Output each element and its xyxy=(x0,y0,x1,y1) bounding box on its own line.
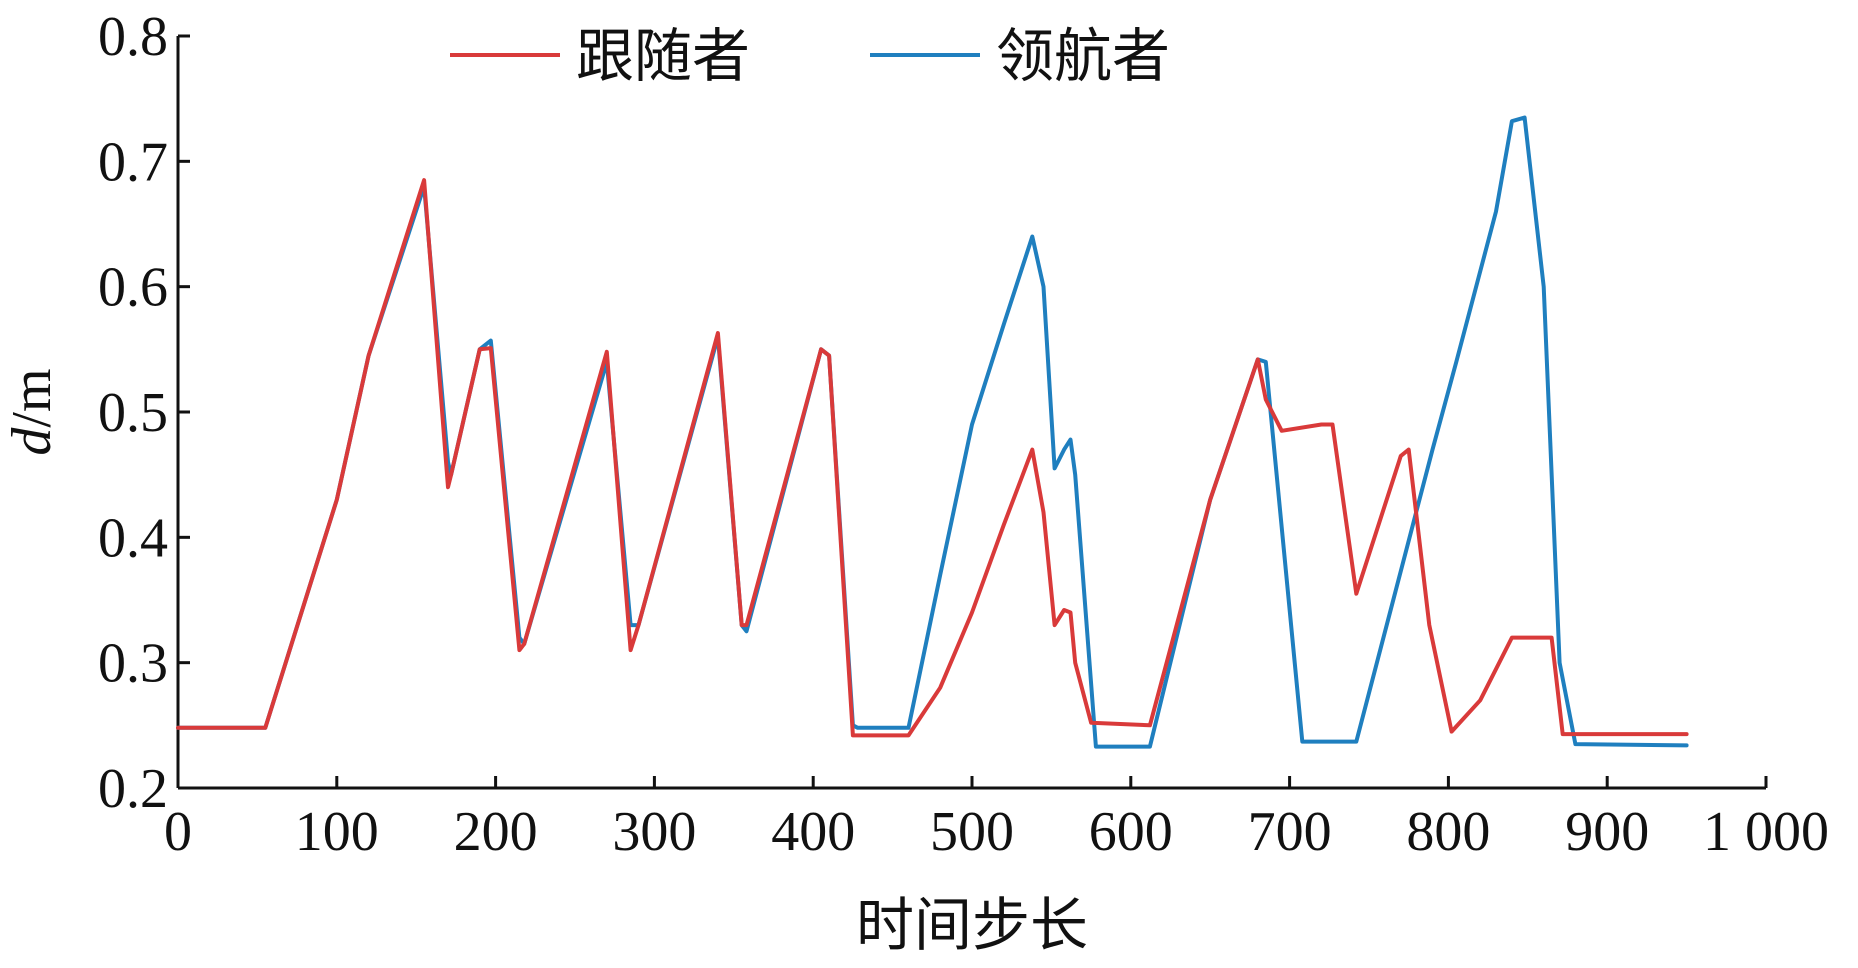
x-axis-ticks: 0 100 200 300 400 500 600 700 800 900 1 000 xyxy=(164,776,1829,863)
y-tick-label: 0.2 xyxy=(98,758,168,820)
y-tick-label: 0.8 xyxy=(98,6,168,68)
x-tick-label: 300 xyxy=(612,801,696,863)
axes: 0 100 200 300 400 500 600 700 800 900 1 000 0.2 0.3… xyxy=(98,6,1829,863)
x-axis-title: 时间步长 xyxy=(856,891,1088,959)
legend-label: 领航者 xyxy=(996,22,1170,90)
y-axis-unit: /m xyxy=(1,368,63,427)
x-tick-label: 200 xyxy=(454,801,538,863)
x-tick-label: 500 xyxy=(930,801,1014,863)
x-tick-label: 1 000 xyxy=(1703,801,1829,863)
y-tick-label: 0.7 xyxy=(98,131,168,193)
x-tick-label: 800 xyxy=(1406,801,1490,863)
x-tick-label: 400 xyxy=(771,801,855,863)
y-tick-label: 0.3 xyxy=(98,633,168,695)
series-layer xyxy=(176,115,1689,749)
x-tick-label: 600 xyxy=(1089,801,1173,863)
x-tick-label: 900 xyxy=(1565,801,1649,863)
y-axis-variable: d xyxy=(1,427,63,456)
x-tick-label: 700 xyxy=(1248,801,1332,863)
series-line xyxy=(176,115,1689,749)
legend-label: 跟随者 xyxy=(576,22,750,90)
series-line xyxy=(176,178,1689,738)
y-tick-label: 0.6 xyxy=(98,257,168,319)
y-axis-ticks: 0.2 0.3 0.4 0.5 0.6 0.7 0.8 xyxy=(98,6,190,820)
y-axis-title: d/m xyxy=(1,368,63,455)
x-tick-label: 100 xyxy=(295,801,379,863)
x-tick-label: 0 xyxy=(164,801,192,863)
y-tick-label: 0.4 xyxy=(98,507,168,569)
y-tick-label: 0.5 xyxy=(98,382,168,444)
legend: 跟随者 领航者 xyxy=(450,22,1170,90)
